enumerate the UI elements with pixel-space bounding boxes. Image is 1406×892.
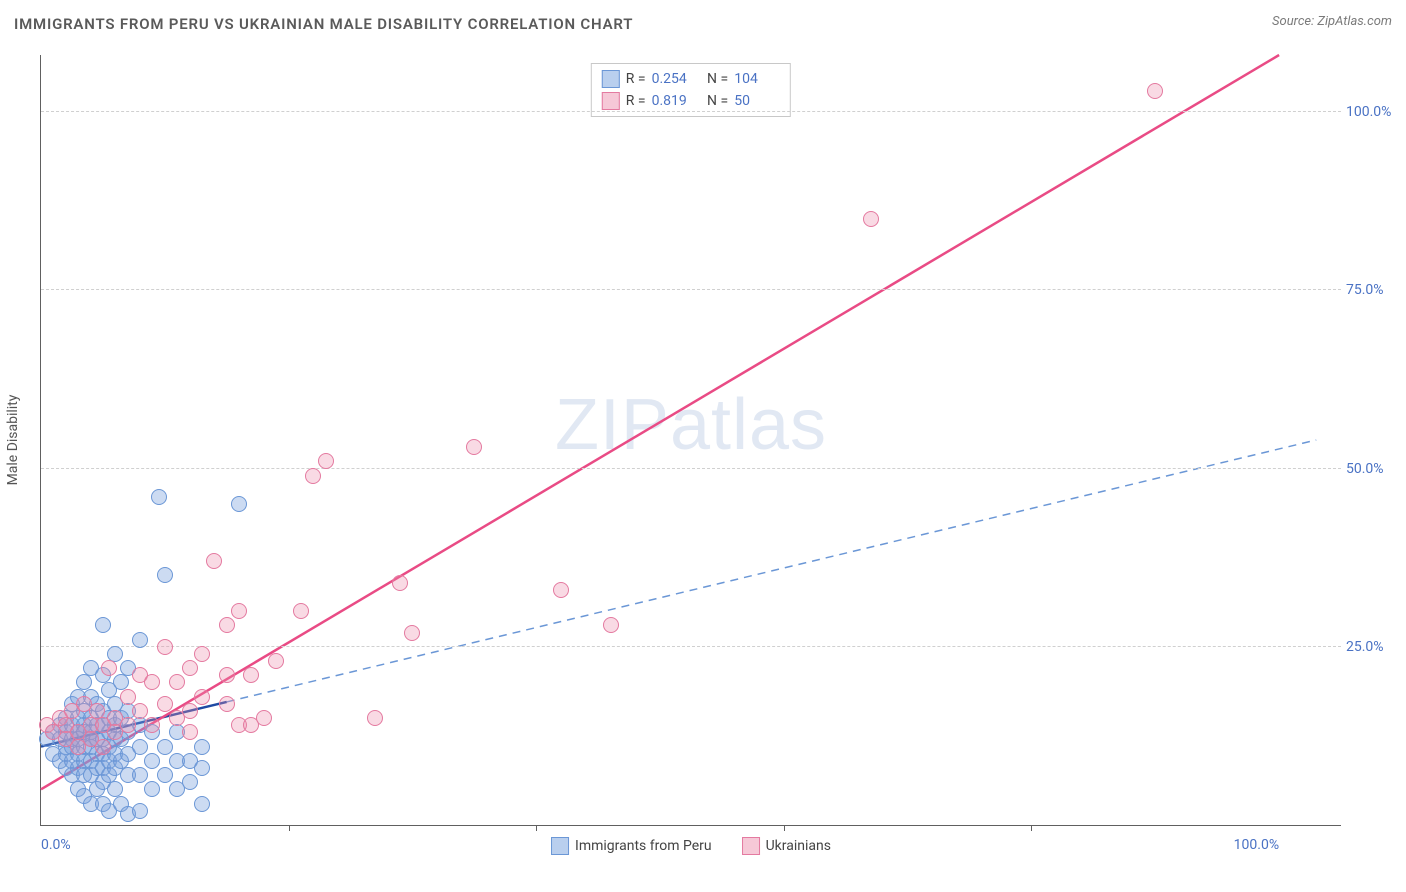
trend-line bbox=[227, 440, 1317, 702]
data-point-ukr bbox=[120, 689, 136, 705]
source-attribution: Source: ZipAtlas.com bbox=[1272, 14, 1392, 29]
data-point-ukr bbox=[182, 724, 198, 740]
data-point-ukr bbox=[194, 689, 210, 705]
data-point-peru bbox=[95, 617, 111, 633]
data-point-ukr bbox=[169, 674, 185, 690]
data-point-peru bbox=[144, 781, 160, 797]
gridline bbox=[41, 646, 1341, 647]
data-point-ukr bbox=[392, 575, 408, 591]
data-point-ukr bbox=[182, 703, 198, 719]
correlation-legend: R = 0.254 N = 104R = 0.819 N = 50 bbox=[591, 63, 791, 117]
x-tick bbox=[536, 825, 537, 831]
data-point-peru bbox=[194, 760, 210, 776]
data-point-peru bbox=[132, 739, 148, 755]
data-point-peru bbox=[151, 489, 167, 505]
data-point-peru bbox=[132, 767, 148, 783]
data-point-ukr bbox=[157, 696, 173, 712]
r-label: R = bbox=[626, 71, 646, 87]
data-point-ukr bbox=[182, 660, 198, 676]
data-point-peru bbox=[157, 739, 173, 755]
data-point-ukr bbox=[194, 646, 210, 662]
data-point-ukr bbox=[243, 667, 259, 683]
n-label: N = bbox=[704, 93, 729, 109]
data-point-peru bbox=[132, 803, 148, 819]
r-value: 0.819 bbox=[652, 93, 698, 109]
data-point-ukr bbox=[367, 710, 383, 726]
data-point-ukr bbox=[603, 617, 619, 633]
legend-stat-row-ukr: R = 0.819 N = 50 bbox=[602, 92, 780, 110]
legend-label: Immigrants from Peru bbox=[575, 838, 712, 854]
x-tick-label: 0.0% bbox=[41, 837, 71, 853]
gridline bbox=[41, 289, 1341, 290]
data-point-ukr bbox=[268, 653, 284, 669]
data-point-peru bbox=[157, 767, 173, 783]
x-tick bbox=[784, 825, 785, 831]
data-point-peru bbox=[144, 753, 160, 769]
data-point-peru bbox=[194, 739, 210, 755]
r-value: 0.254 bbox=[652, 71, 698, 87]
y-tick-label: 50.0% bbox=[1346, 461, 1401, 477]
data-point-ukr bbox=[231, 603, 247, 619]
data-point-ukr bbox=[219, 617, 235, 633]
y-tick-label: 75.0% bbox=[1346, 282, 1401, 298]
data-point-ukr bbox=[144, 717, 160, 733]
data-point-peru bbox=[157, 567, 173, 583]
x-tick-label: 100.0% bbox=[1234, 837, 1279, 853]
legend-item-ukr: Ukrainians bbox=[742, 837, 831, 855]
data-point-ukr bbox=[101, 660, 117, 676]
data-point-ukr bbox=[144, 674, 160, 690]
legend-swatch-icon bbox=[602, 70, 620, 88]
y-tick-label: 25.0% bbox=[1346, 639, 1401, 655]
data-point-ukr bbox=[206, 553, 222, 569]
trend-lines-layer bbox=[41, 55, 1341, 825]
data-point-ukr bbox=[863, 211, 879, 227]
data-point-ukr bbox=[466, 439, 482, 455]
n-value: 104 bbox=[734, 71, 780, 87]
data-point-ukr bbox=[1147, 83, 1163, 99]
legend-swatch-icon bbox=[602, 92, 620, 110]
data-point-ukr bbox=[305, 468, 321, 484]
data-point-ukr bbox=[553, 582, 569, 598]
data-point-peru bbox=[231, 496, 247, 512]
x-tick bbox=[1031, 825, 1032, 831]
legend-swatch-icon bbox=[742, 837, 760, 855]
data-point-ukr bbox=[318, 453, 334, 469]
n-label: N = bbox=[704, 71, 729, 87]
series-legend: Immigrants from Peru Ukrainians bbox=[551, 837, 831, 855]
r-label: R = bbox=[626, 93, 646, 109]
data-point-peru bbox=[132, 632, 148, 648]
legend-swatch-icon bbox=[551, 837, 569, 855]
n-value: 50 bbox=[734, 93, 780, 109]
data-point-peru bbox=[194, 796, 210, 812]
data-point-ukr bbox=[256, 710, 272, 726]
data-point-ukr bbox=[219, 667, 235, 683]
legend-stat-row-peru: R = 0.254 N = 104 bbox=[602, 70, 780, 88]
gridline bbox=[41, 468, 1341, 469]
x-tick bbox=[289, 825, 290, 831]
data-point-ukr bbox=[157, 639, 173, 655]
gridline bbox=[41, 111, 1341, 112]
data-point-ukr bbox=[219, 696, 235, 712]
legend-item-peru: Immigrants from Peru bbox=[551, 837, 712, 855]
data-point-ukr bbox=[404, 625, 420, 641]
data-point-ukr bbox=[95, 739, 111, 755]
chart-title: IMMIGRANTS FROM PERU VS UKRAINIAN MALE D… bbox=[14, 15, 633, 33]
data-point-ukr bbox=[120, 717, 136, 733]
data-point-ukr bbox=[293, 603, 309, 619]
legend-label: Ukrainians bbox=[766, 838, 831, 854]
y-axis-label: Male Disability bbox=[5, 395, 21, 486]
y-tick-label: 100.0% bbox=[1346, 104, 1401, 120]
scatter-chart: Male Disability ZIPatlas R = 0.254 N = 1… bbox=[40, 55, 1341, 826]
watermark: ZIPatlas bbox=[555, 384, 827, 466]
data-point-peru bbox=[182, 774, 198, 790]
data-point-ukr bbox=[132, 703, 148, 719]
